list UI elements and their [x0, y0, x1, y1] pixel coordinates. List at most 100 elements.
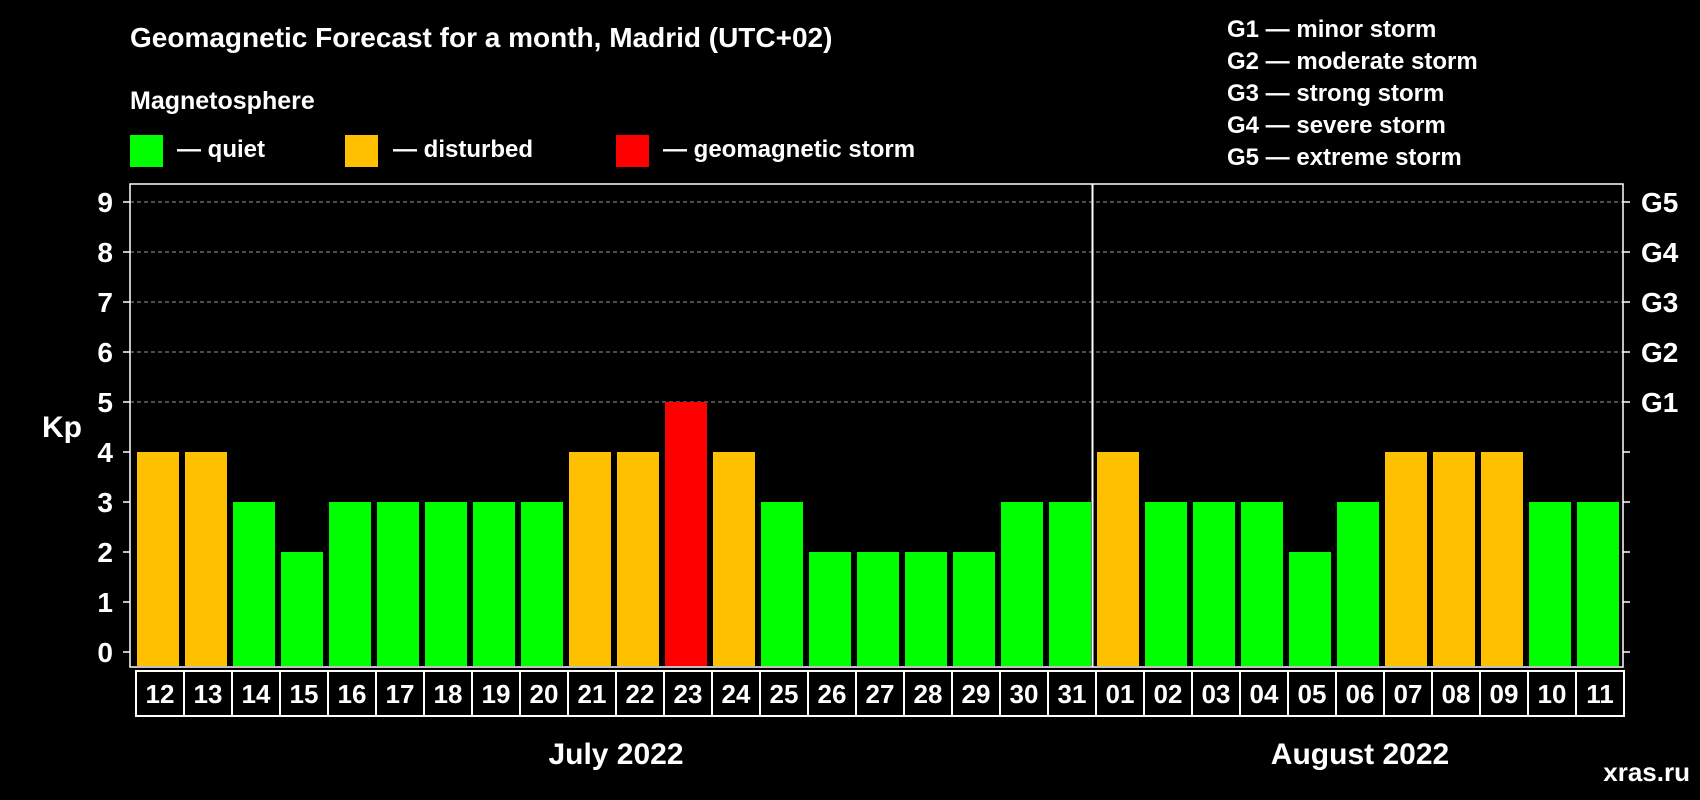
day-label: 19 — [482, 679, 511, 709]
plot-frame — [129, 183, 1624, 668]
legend-swatch-disturbed — [345, 135, 378, 167]
month-labels: July 2022 August 2022 — [548, 738, 1449, 771]
day-label: 21 — [578, 679, 607, 709]
watermark: xras.ru — [1603, 757, 1690, 787]
storm-level-label: G3 — [1641, 287, 1678, 318]
storm-scale-g4: G4 — severe storm — [1227, 112, 1446, 139]
bar — [905, 552, 947, 666]
day-label: 16 — [338, 679, 367, 709]
bar — [809, 552, 851, 666]
day-label: 22 — [626, 679, 655, 709]
bar — [281, 552, 323, 666]
day-label: 20 — [530, 679, 559, 709]
day-label: 14 — [242, 679, 271, 709]
day-label: 02 — [1154, 679, 1183, 709]
day-label: 28 — [914, 679, 943, 709]
legend-label-storm: — geomagnetic storm — [663, 136, 915, 163]
storm-level-label: G2 — [1641, 337, 1678, 368]
bar — [1433, 452, 1475, 666]
day-label: 03 — [1202, 679, 1231, 709]
y-tick-label: 3 — [97, 487, 113, 518]
day-label: 07 — [1394, 679, 1423, 709]
day-label: 15 — [290, 679, 319, 709]
bar — [1241, 502, 1283, 666]
y-tick-label: 1 — [97, 587, 113, 618]
day-label: 11 — [1586, 679, 1614, 709]
y-tick-label: 4 — [97, 437, 113, 468]
y-tick-label: 2 — [97, 537, 113, 568]
y-axis-label: Kp — [42, 411, 82, 444]
day-label: 27 — [866, 679, 895, 709]
bar — [569, 452, 611, 666]
month-label: July 2022 — [548, 738, 683, 771]
bar — [1049, 502, 1091, 666]
bar — [1001, 502, 1043, 666]
y-tick-label: 6 — [97, 337, 113, 368]
day-label: 01 — [1106, 679, 1135, 709]
day-label: 08 — [1442, 679, 1471, 709]
day-label: 31 — [1058, 679, 1087, 709]
day-label: 05 — [1298, 679, 1327, 709]
day-labels: 12 13 14 15 16 17 18 19 20 21 22 23 24 25 26 27 28 29 30 31… — [135, 670, 1625, 717]
legend-swatch-storm — [616, 135, 649, 167]
day-label-row — [135, 670, 1625, 717]
bar — [713, 452, 755, 666]
bar — [473, 502, 515, 666]
bar — [1145, 502, 1187, 666]
legend-swatch-quiet — [130, 135, 163, 167]
bar — [1337, 502, 1379, 666]
day-label: 06 — [1346, 679, 1375, 709]
storm-level-label: G5 — [1641, 187, 1678, 218]
storm-level-label: G1 — [1641, 387, 1678, 418]
bar — [1385, 452, 1427, 666]
day-label: 10 — [1538, 679, 1567, 709]
month-label: August 2022 — [1271, 738, 1449, 771]
day-label: 26 — [818, 679, 847, 709]
grid-lines — [130, 201, 1623, 403]
day-label: 24 — [722, 679, 751, 709]
y-tick-label: 8 — [97, 237, 113, 268]
day-label: 13 — [194, 679, 223, 709]
bar — [521, 502, 563, 666]
legend-heading: Magnetosphere — [130, 87, 315, 115]
bar — [1289, 552, 1331, 666]
bar — [329, 502, 371, 666]
bar — [1193, 502, 1235, 666]
bar — [1097, 452, 1139, 666]
y-tick-label: 7 — [97, 287, 113, 318]
bar — [1481, 452, 1523, 666]
bar — [953, 552, 995, 666]
bars — [137, 402, 1619, 666]
chart-title: Geomagnetic Forecast for a month, Madrid… — [130, 22, 832, 53]
storm-scale-g5: G5 — extreme storm — [1227, 144, 1462, 171]
legend-label-quiet: — quiet — [177, 136, 265, 163]
bar — [377, 502, 419, 666]
bar — [425, 502, 467, 666]
bar — [665, 402, 707, 666]
day-label: 17 — [386, 679, 415, 709]
legend-label-disturbed: — disturbed — [393, 136, 533, 163]
bar — [1577, 502, 1619, 666]
day-label: 25 — [770, 679, 799, 709]
day-label: 09 — [1490, 679, 1519, 709]
day-label: 18 — [434, 679, 463, 709]
bar — [617, 452, 659, 666]
storm-scale-g1: G1 — minor storm — [1227, 16, 1436, 43]
day-label: 12 — [146, 679, 175, 709]
day-label: 23 — [674, 679, 703, 709]
right-axis-ticks: G1 G2 G3 G4 G5 — [1623, 187, 1679, 653]
day-label: 04 — [1250, 679, 1279, 709]
storm-scale-g3: G3 — strong storm — [1227, 80, 1444, 107]
bar — [233, 502, 275, 666]
storm-level-label: G4 — [1641, 237, 1679, 268]
day-label: 30 — [1010, 679, 1039, 709]
y-tick-label: 9 — [97, 187, 113, 218]
day-label: 29 — [962, 679, 991, 709]
bar — [185, 452, 227, 666]
bar — [1529, 502, 1571, 666]
y-tick-label: 5 — [97, 387, 113, 418]
storm-scale-g2: G2 — moderate storm — [1227, 48, 1478, 75]
y-tick-label: 0 — [97, 637, 113, 668]
bar — [761, 502, 803, 666]
